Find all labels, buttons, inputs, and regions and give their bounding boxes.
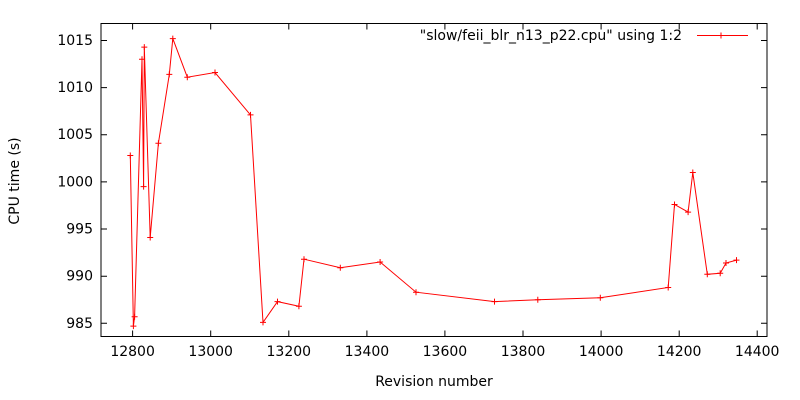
- y-tick-label: 1010: [57, 80, 93, 96]
- y-tick-label: 1000: [57, 174, 93, 190]
- y-tick-label: 1015: [57, 33, 93, 49]
- x-tick-label: 13800: [501, 344, 546, 360]
- y-axis-label: CPU time (s): [7, 137, 23, 224]
- legend-line-sample: [697, 32, 748, 39]
- x-tick-label: 14200: [657, 344, 702, 360]
- plot-border: [100, 23, 768, 337]
- x-tick-label: 13400: [345, 344, 390, 360]
- y-tick-label: 990: [66, 269, 93, 285]
- data-series: [127, 35, 740, 330]
- legend-label: "slow/feii_blr_n13_p22.cpu" using 1:2: [420, 28, 682, 44]
- x-tick-label: 14400: [735, 344, 780, 360]
- y-tick-label: 985: [66, 316, 93, 332]
- x-tick-label: 13000: [188, 344, 233, 360]
- legend-sample: [697, 32, 748, 39]
- x-tick-label: 13600: [423, 344, 468, 360]
- x-tick-label: 12800: [110, 344, 155, 360]
- plot-frame: [100, 23, 768, 337]
- y-tick-label: 1005: [57, 127, 93, 143]
- x-tick-label: 13200: [267, 344, 312, 360]
- data-series-line: [129, 38, 737, 327]
- axis-ticks: [101, 23, 767, 337]
- tick-labels: 12800 13000 13200 13400 13600 13800 14000 14200…: [57, 33, 779, 360]
- data-point-markers: [127, 35, 740, 330]
- x-axis-label: Revision number: [375, 374, 493, 390]
- x-tick-label: 14000: [579, 344, 624, 360]
- y-tick-label: 995: [66, 222, 93, 238]
